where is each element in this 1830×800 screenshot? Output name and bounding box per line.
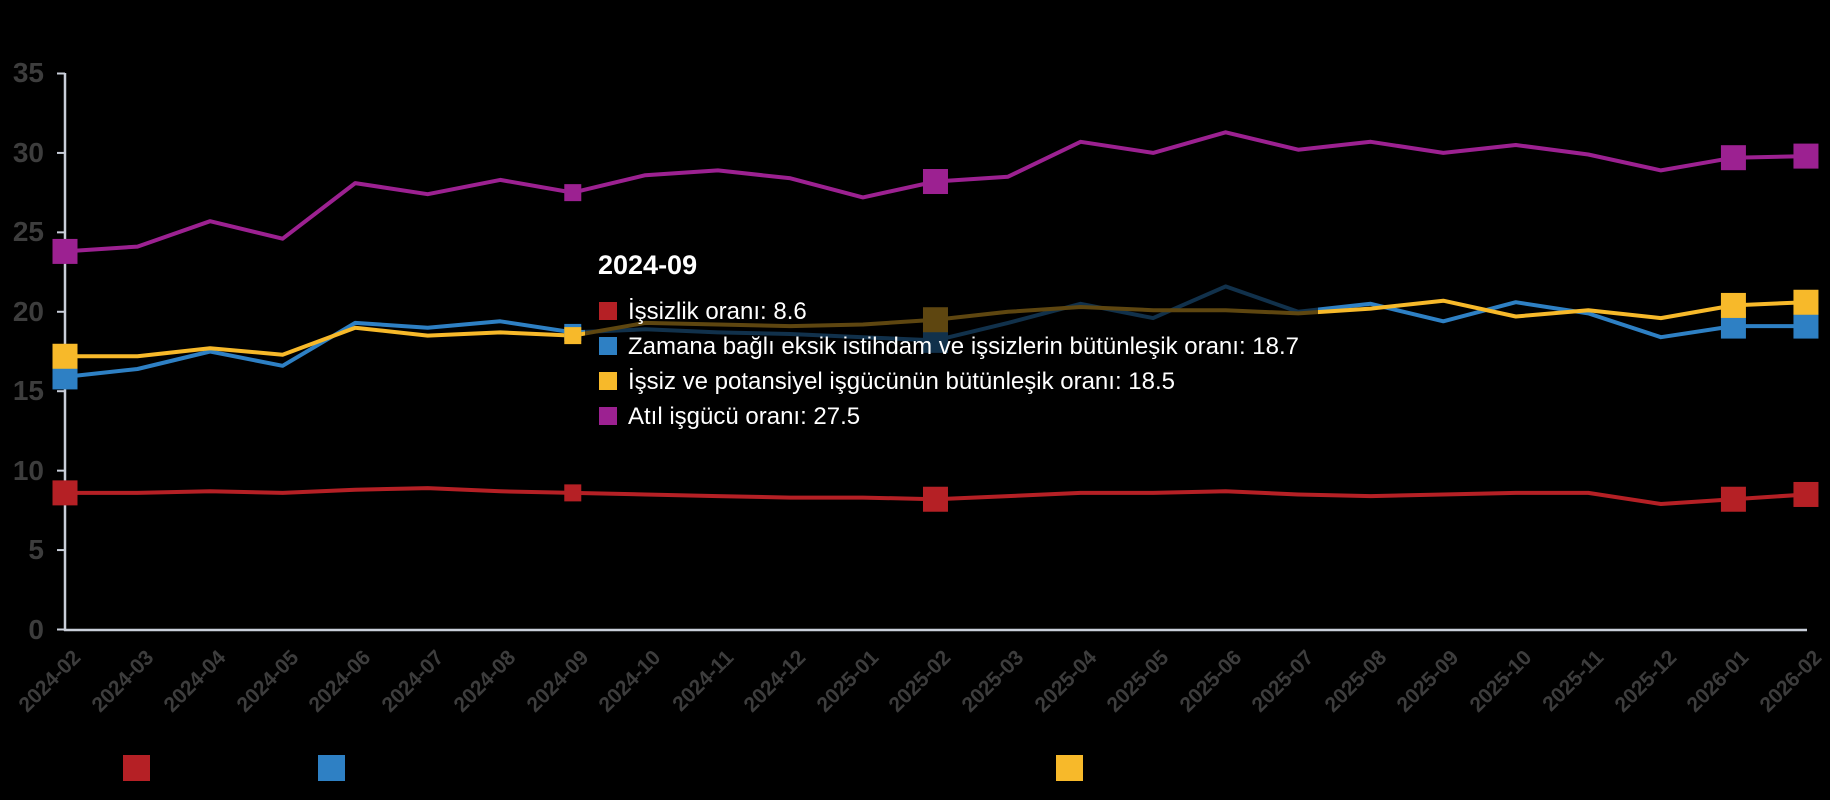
- data-point-marker[interactable]: [922, 169, 948, 195]
- legend-item-label: İşsizlik oranı: [159, 755, 281, 780]
- legend-item-label: Zamana bağlı eksik istihdam ve işsizleri…: [354, 755, 915, 780]
- data-point-marker[interactable]: [1793, 289, 1819, 315]
- hover-point-marker[interactable]: [564, 184, 582, 202]
- y-axis-label: 25: [12, 216, 44, 248]
- data-point-marker[interactable]: [52, 238, 78, 264]
- legend-item-0[interactable]: İşsizlik oranı: [123, 755, 280, 781]
- legend: İşsizlik oranı Zamana bağlı eksik istihda…: [0, 755, 1830, 785]
- legend-swatch-icon: [318, 755, 345, 781]
- data-point-marker[interactable]: [52, 343, 78, 369]
- data-point-marker[interactable]: [922, 486, 948, 512]
- data-point-marker[interactable]: [1793, 481, 1819, 507]
- legend-swatch-icon: [1056, 755, 1083, 781]
- data-point-marker[interactable]: [52, 480, 78, 506]
- data-point-marker[interactable]: [1720, 145, 1746, 171]
- data-point-marker[interactable]: [1720, 486, 1746, 512]
- y-axis-label: 35: [12, 57, 44, 89]
- y-axis-label: 30: [12, 136, 44, 168]
- y-axis-label: 20: [12, 295, 44, 327]
- data-point-marker[interactable]: [1793, 143, 1819, 169]
- y-axis-label: 15: [12, 375, 44, 407]
- hover-point-marker[interactable]: [564, 484, 582, 502]
- data-point-marker[interactable]: [1720, 292, 1746, 318]
- legend-item-2[interactable]: İşsiz ve potansiyel işgücünün bütünleşik…: [1056, 755, 1538, 781]
- hover-point-marker[interactable]: [564, 327, 582, 345]
- data-point-marker[interactable]: [1793, 313, 1819, 339]
- data-point-marker[interactable]: [922, 307, 948, 333]
- y-axis-label: 0: [28, 613, 44, 645]
- legend-swatch-icon: [123, 755, 150, 781]
- legend-item-label: İşsiz ve potansiyel işgücünün bütünleşik…: [1092, 755, 1539, 780]
- legend-item-1[interactable]: Zamana bağlı eksik istihdam ve işsizleri…: [318, 755, 914, 781]
- y-axis-label: 5: [28, 534, 44, 566]
- y-axis-label: 10: [12, 454, 44, 486]
